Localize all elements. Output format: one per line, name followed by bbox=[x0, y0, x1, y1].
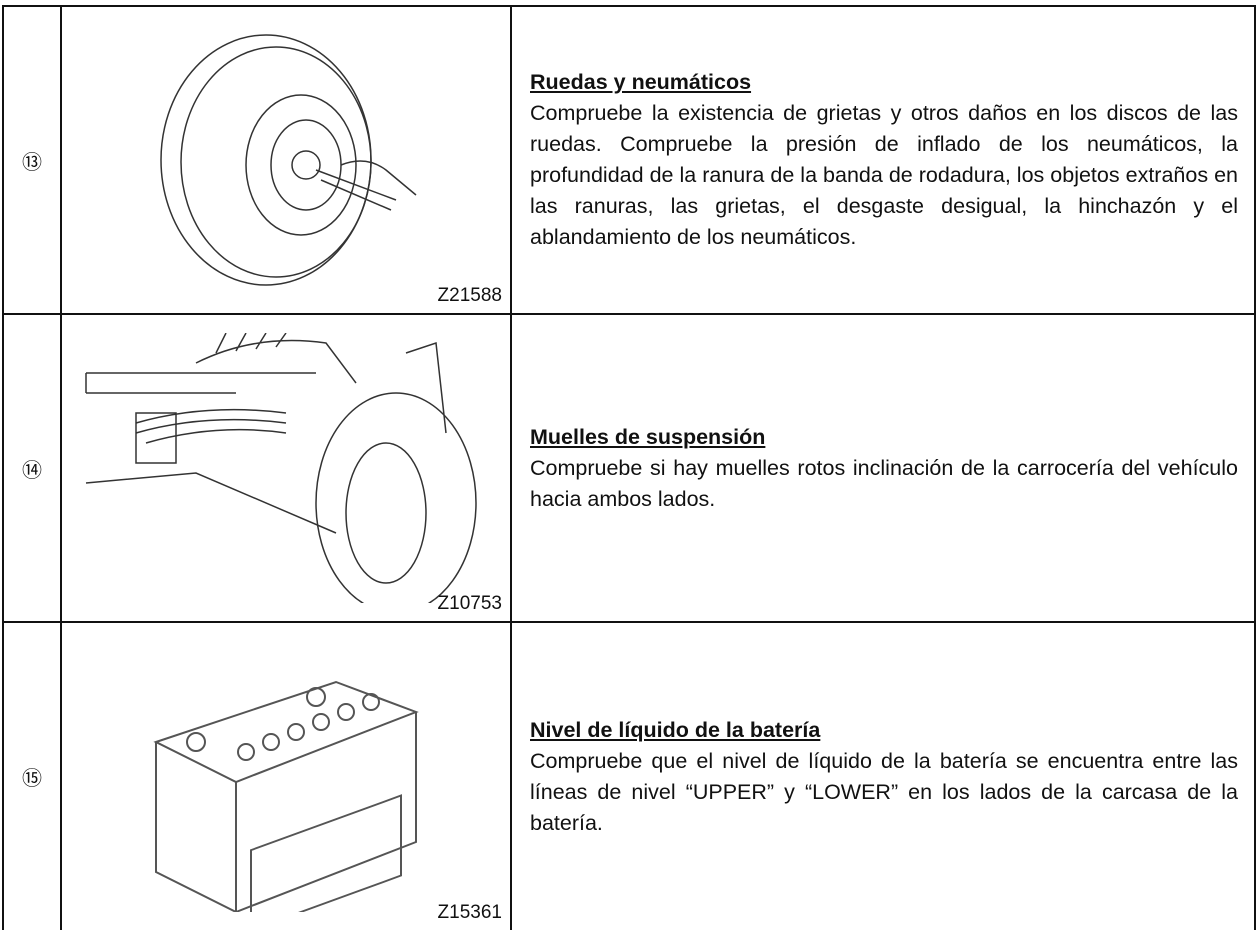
suspension-illustration bbox=[85, 333, 477, 603]
item-number: ⑮ bbox=[2, 621, 62, 930]
image-code: Z15361 bbox=[437, 902, 502, 923]
row: ⑭ Z10753 Muelles de suspensión Compruebe… bbox=[2, 313, 1256, 623]
item-text: Compruebe la existencia de grietas y otr… bbox=[530, 101, 1238, 249]
image-cell: Z21588 bbox=[60, 5, 512, 315]
tire-illustration bbox=[160, 34, 417, 286]
item-title: Nivel de líquido de la batería bbox=[530, 717, 821, 742]
row: ⑬ Z21588 Ruedas y neumáticos Compruebe l… bbox=[2, 5, 1256, 315]
image-cell: Z10753 bbox=[60, 313, 512, 623]
image-code: Z10753 bbox=[437, 593, 502, 614]
battery-illustration bbox=[153, 680, 419, 912]
description: Ruedas y neumáticos Compruebe la existen… bbox=[510, 5, 1256, 315]
image-cell: Z15361 bbox=[60, 621, 512, 930]
item-text: Compruebe que el nivel de líquido de la … bbox=[530, 748, 1238, 835]
image-code: Z21588 bbox=[437, 285, 502, 306]
item-number: ⑬ bbox=[2, 5, 62, 315]
item-text: Compruebe si hay muelles rotos inclinaci… bbox=[530, 455, 1238, 511]
row: ⑮ Z15361 Nivel de líquido de la batería … bbox=[2, 621, 1256, 930]
description: Muelles de suspensión Compruebe si hay m… bbox=[510, 313, 1256, 623]
inspection-table: ⑬ Z21588 Ruedas y neumáticos Compruebe l… bbox=[2, 5, 1256, 930]
item-title: Ruedas y neumáticos bbox=[530, 70, 752, 94]
item-title: Muelles de suspensión bbox=[530, 424, 766, 449]
item-number: ⑭ bbox=[2, 313, 62, 623]
description: Nivel de líquido de la batería Compruebe… bbox=[510, 621, 1256, 930]
